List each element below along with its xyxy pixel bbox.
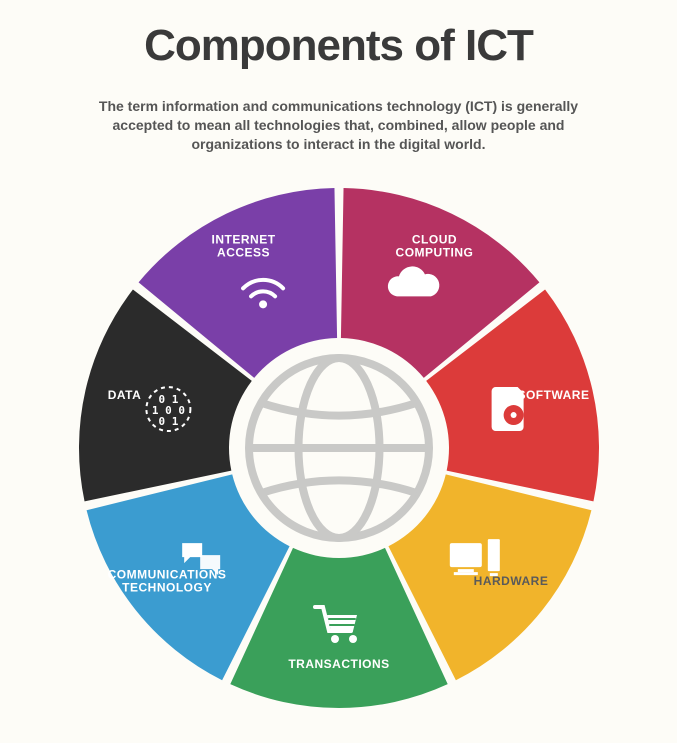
- segment-label-internet: INTERNETACCESS: [211, 232, 275, 259]
- segment-label-software: SOFTWARE: [517, 388, 589, 402]
- page-subtitle: The term information and communications …: [69, 97, 609, 154]
- segment-label-hardware: HARDWARE: [473, 574, 548, 588]
- donut-chart: CLOUDCOMPUTINGSOFTWAREHARDWARETRANSACTIO…: [69, 178, 609, 718]
- segment-label-transactions: TRANSACTIONS: [288, 657, 389, 671]
- page-title: Components of ICT: [0, 24, 677, 68]
- svg-text:0 1: 0 1: [158, 415, 178, 428]
- segment-label-data: DATA: [107, 388, 141, 402]
- globe-icon: [249, 358, 429, 538]
- segment-label-comms: COMMUNICATIONSTECHNOLOGY: [107, 568, 226, 595]
